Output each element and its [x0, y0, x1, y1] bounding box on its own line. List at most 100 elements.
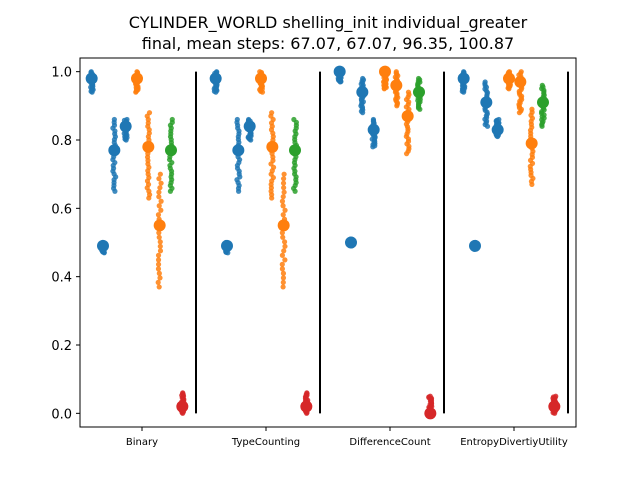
y-tick-label: 0.8	[51, 134, 72, 149]
data-point	[282, 257, 288, 263]
data-point	[156, 230, 162, 236]
data-point	[111, 116, 117, 123]
data-point	[291, 116, 297, 123]
x-tick-label: DifferenceCount	[349, 437, 430, 448]
data-point	[180, 390, 186, 396]
data-point	[279, 266, 285, 272]
y-tick-label: 0.2	[51, 339, 72, 354]
data-point	[416, 75, 422, 82]
x-tick-label: EntropyDivertiyUtility	[460, 437, 568, 448]
data-point	[169, 116, 175, 123]
mean-marker	[491, 123, 504, 136]
mean-marker	[503, 72, 515, 85]
x-tick-label: TypeCounting	[231, 437, 300, 448]
y-tick-label: 0.6	[51, 202, 72, 217]
data-point	[146, 110, 153, 116]
data-point	[360, 75, 366, 82]
data-point	[279, 198, 286, 204]
data-point	[269, 110, 275, 116]
mean-marker	[85, 72, 98, 85]
data-point	[496, 116, 502, 123]
mean-marker	[221, 239, 233, 252]
mean-marker	[266, 140, 279, 153]
mean-marker	[97, 239, 109, 252]
data-point	[155, 252, 162, 258]
data-point	[279, 252, 286, 258]
y-tick-label: 0.0	[51, 407, 72, 422]
data-points	[85, 65, 561, 420]
mean-marker	[119, 120, 132, 133]
data-point	[280, 194, 286, 200]
mean-marker	[243, 120, 256, 133]
mean-marker	[333, 65, 346, 78]
mean-marker	[390, 79, 403, 92]
mean-marker	[153, 219, 166, 232]
data-point	[158, 198, 164, 204]
data-point	[281, 171, 287, 177]
data-point	[157, 239, 163, 245]
data-point	[281, 189, 287, 195]
mean-marker	[345, 236, 357, 249]
mean-marker	[209, 72, 222, 85]
data-point	[155, 257, 162, 263]
data-point	[281, 239, 288, 245]
data-point	[155, 279, 161, 286]
mean-marker	[277, 219, 290, 232]
y-tick-label: 1.0	[51, 66, 72, 81]
mean-marker	[480, 96, 493, 109]
mean-marker	[232, 144, 245, 157]
data-point	[155, 212, 162, 218]
mean-marker	[401, 110, 414, 123]
data-point	[280, 270, 287, 276]
x-tick-label: Binary	[126, 437, 158, 448]
data-point	[279, 261, 285, 267]
mean-marker	[424, 407, 437, 420]
data-point	[282, 243, 288, 249]
data-point	[282, 207, 288, 213]
data-point	[393, 69, 399, 75]
data-point	[281, 248, 287, 254]
data-point	[280, 180, 287, 186]
y-tick-label: 0.4	[51, 271, 72, 286]
mean-marker	[525, 137, 538, 150]
data-point	[518, 69, 524, 75]
mean-marker	[108, 144, 121, 157]
data-point	[156, 234, 162, 240]
data-point	[156, 270, 162, 276]
data-point	[280, 275, 287, 281]
x-axis: Binary TypeCounting DifferenceCount Entropy…	[126, 427, 568, 448]
data-point	[280, 279, 286, 286]
data-point	[157, 275, 163, 281]
mean-marker	[356, 86, 369, 99]
data-point	[157, 248, 164, 254]
mean-marker	[413, 86, 425, 99]
mean-marker	[255, 72, 267, 85]
mean-marker	[176, 400, 189, 413]
data-point	[158, 207, 164, 213]
mean-marker	[379, 65, 391, 78]
mean-marker	[367, 123, 380, 136]
data-point	[529, 106, 535, 112]
data-point	[281, 185, 287, 191]
mean-marker	[457, 72, 470, 85]
mean-marker	[548, 400, 561, 413]
data-point	[156, 176, 162, 182]
data-point	[280, 212, 286, 218]
mean-marker	[469, 239, 481, 252]
data-point	[158, 180, 164, 186]
data-point	[157, 243, 163, 249]
data-point	[280, 284, 286, 290]
mean-marker	[142, 140, 155, 153]
mean-marker	[300, 400, 313, 413]
data-point	[280, 203, 286, 209]
data-point	[156, 203, 162, 209]
data-point	[279, 230, 285, 236]
data-point	[155, 266, 162, 272]
mean-marker	[537, 96, 549, 109]
data-point	[280, 234, 286, 240]
group-separators	[195, 71, 569, 414]
mean-marker	[289, 144, 301, 157]
data-point	[370, 116, 377, 123]
mean-marker	[165, 144, 177, 157]
